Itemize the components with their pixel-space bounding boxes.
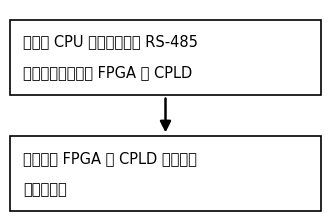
Text: 通道操作线卡上的 FPGA 或 CPLD: 通道操作线卡上的 FPGA 或 CPLD: [23, 65, 192, 80]
FancyBboxPatch shape: [10, 136, 321, 211]
Text: 上的光模块: 上的光模块: [23, 182, 67, 197]
FancyBboxPatch shape: [10, 20, 321, 95]
Text: 线卡上的 FPGA 或 CPLD 操作线卡: 线卡上的 FPGA 或 CPLD 操作线卡: [23, 151, 197, 166]
Text: 主控的 CPU 发出指令通过 RS-485: 主控的 CPU 发出指令通过 RS-485: [23, 34, 198, 49]
